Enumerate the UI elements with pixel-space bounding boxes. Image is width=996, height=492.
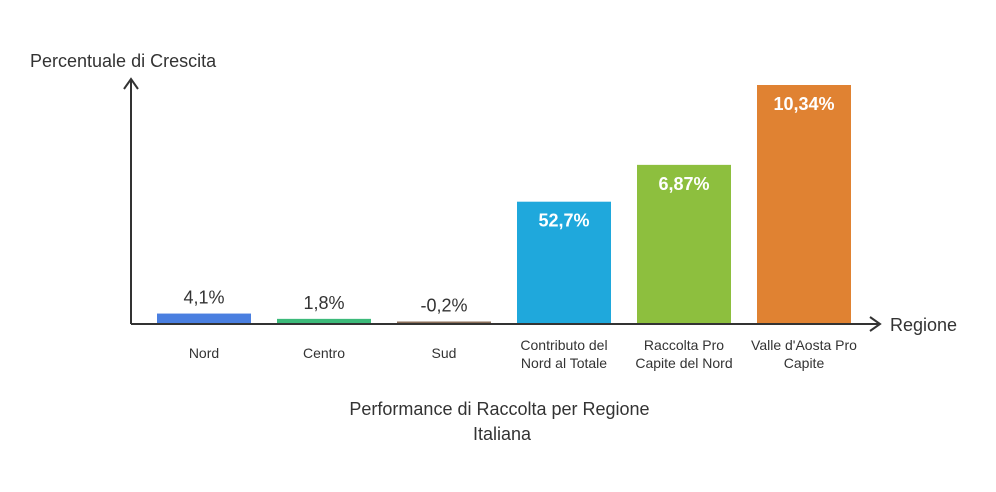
bar-value-label-2: -0,2% bbox=[420, 296, 467, 316]
category-label-4: Raccolta Pro Capite del Nord bbox=[635, 337, 732, 371]
bar-1 bbox=[277, 318, 371, 323]
bar-2 bbox=[397, 321, 491, 323]
chart-title-line-2: Italiana bbox=[473, 424, 532, 444]
bar-value-label-0: 4,1% bbox=[183, 288, 224, 308]
bar-5 bbox=[757, 85, 851, 323]
category-label-4-line-0: Raccolta Pro bbox=[644, 337, 724, 353]
category-label-3-line-0: Contributo del bbox=[520, 337, 607, 353]
bar-value-label-5: 10,34% bbox=[773, 94, 834, 114]
chart-title: Performance di Raccolta per Regione Ital… bbox=[349, 399, 654, 444]
bar-4 bbox=[637, 164, 731, 323]
category-label-5-line-1: Capite bbox=[784, 355, 825, 371]
category-label-3-line-1: Nord al Totale bbox=[521, 355, 607, 371]
category-label-4-line-1: Capite del Nord bbox=[635, 355, 732, 371]
category-label-1-line-0: Centro bbox=[303, 345, 345, 361]
bar-0 bbox=[157, 313, 251, 323]
bar-value-label-3: 52,7% bbox=[538, 211, 589, 231]
bars-group: 4,1% 1,8% -0,2% 52,7% 6,87% 10,34% bbox=[157, 85, 851, 323]
category-label-5: Valle d'Aosta Pro Capite bbox=[751, 337, 857, 371]
category-label-2-line-0: Sud bbox=[432, 345, 457, 361]
y-axis-label: Percentuale di Crescita bbox=[30, 51, 217, 71]
category-label-5-line-0: Valle d'Aosta Pro bbox=[751, 337, 857, 353]
category-label-2: Sud bbox=[432, 345, 457, 361]
chart-title-line-1: Performance di Raccolta per Regione bbox=[349, 399, 649, 419]
y-axis-arrow-icon bbox=[123, 77, 139, 90]
x-axis-label: Regione bbox=[890, 315, 957, 335]
category-label-1: Centro bbox=[303, 345, 345, 361]
bar-value-label-4: 6,87% bbox=[658, 174, 709, 194]
category-label-0: Nord bbox=[189, 345, 219, 361]
category-label-0-line-0: Nord bbox=[189, 345, 219, 361]
category-labels-group: Nord Centro Sud Contributo del Nord al Total… bbox=[189, 337, 857, 371]
x-axis-arrow-icon bbox=[869, 316, 882, 332]
bar-value-label-1: 1,8% bbox=[303, 293, 344, 313]
category-label-3: Contributo del Nord al Totale bbox=[520, 337, 607, 371]
bar-3 bbox=[517, 201, 611, 323]
